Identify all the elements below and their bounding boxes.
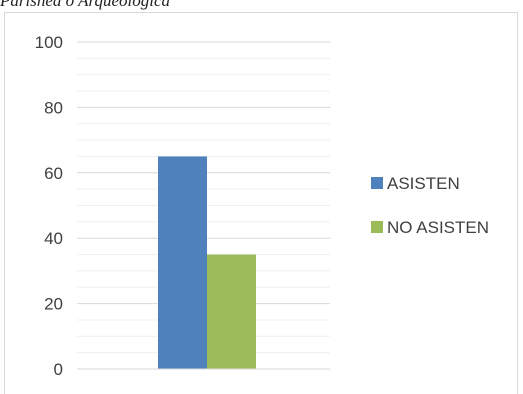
y-tick-label: 20 <box>44 295 63 314</box>
legend-swatch <box>371 221 383 233</box>
legend-label: NO ASISTEN <box>387 218 489 237</box>
legend: ASISTEN NO ASISTEN <box>371 174 489 237</box>
figure-caption: Parishea o Arqueologica <box>0 0 170 10</box>
y-tick-label: 80 <box>44 98 63 117</box>
chart-frame <box>4 12 518 394</box>
bars <box>158 156 256 369</box>
legend-label: ASISTEN <box>387 174 460 193</box>
y-axis-ticks: 0 20 40 60 80 100 <box>35 33 63 379</box>
y-tick-label: 100 <box>35 33 63 52</box>
y-tick-label: 40 <box>44 229 63 248</box>
bar-no-asisten <box>207 254 256 369</box>
bar-asisten <box>158 156 207 369</box>
legend-swatch <box>371 177 383 189</box>
y-tick-label: 60 <box>44 164 63 183</box>
y-tick-label: 0 <box>54 360 63 379</box>
